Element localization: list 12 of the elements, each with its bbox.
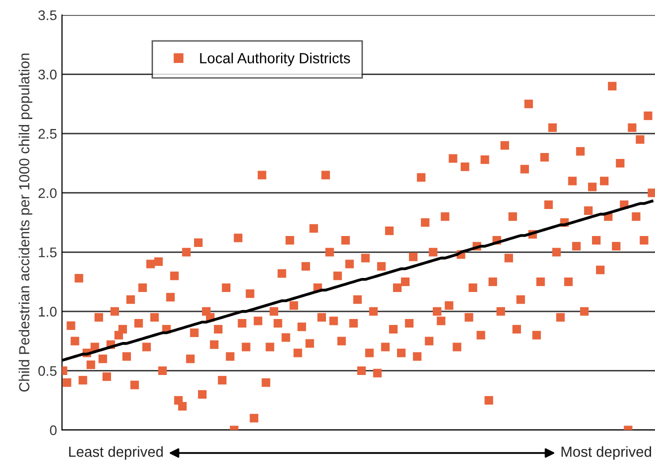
y-tick-label: 3.5 [38, 10, 57, 20]
y-tick-label: 3.0 [38, 70, 57, 80]
y-tick-label: 0.5 [38, 366, 57, 376]
y-tick-label: 1.5 [38, 248, 57, 258]
y-tick-label: 2.0 [38, 188, 57, 198]
legend-label: Local Authority Districts [200, 52, 350, 66]
y-axis-title: Child Pedestrian accidents per 1000 child population [18, 54, 32, 392]
text: Most deprived [562, 446, 652, 460]
y-tick-label: 0 [50, 425, 57, 436]
y-tick-label: 2.5 [38, 128, 57, 139]
text: Least deprived [69, 446, 163, 460]
y-tick-label: 1.0 [38, 306, 57, 317]
